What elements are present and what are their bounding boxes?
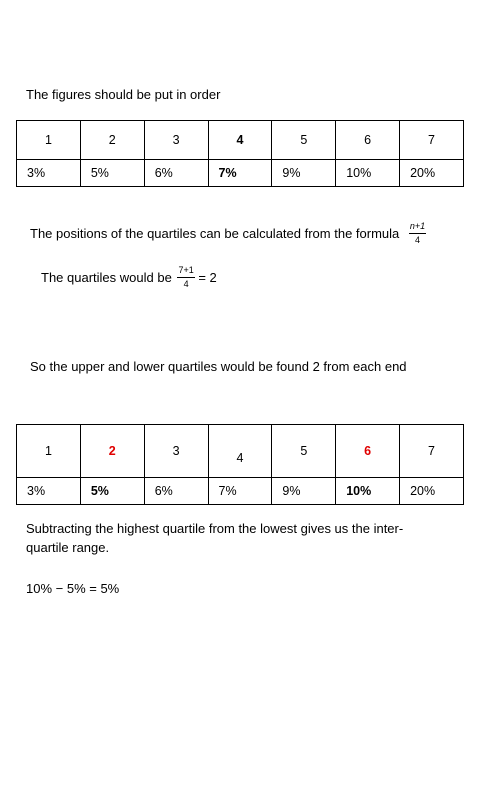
quartile-fraction: 7+1 4 [177,266,195,289]
position-cell-upper-quartile: 6 [335,424,401,478]
iqr-text-line1: Subtracting the highest quartile from th… [26,521,404,536]
value-cell: 20% [399,159,464,187]
iqr-result: 10% − 5% = 5% [26,581,120,596]
table-row: 3% 5% 6% 7% 9% 10% 20% [16,477,464,505]
value-cell-lower-quartile: 5% [79,477,145,505]
formula-line: The positions of the quartiles can be ca… [30,222,427,245]
table-row: 1 2 3 4 5 6 7 [16,424,464,478]
formula-denominator: 4 [415,235,421,245]
quartile-calc-text: The quartiles would be [41,270,172,285]
quartile-denominator: 4 [183,279,189,289]
position-cell: 5 [271,120,337,160]
quartile-table: 1 2 3 4 5 6 7 3% 5% 6% 7% 9% 10% 20% [16,424,464,505]
intro-text: The figures should be put in order [26,87,221,102]
value-cell: 10% [335,159,401,187]
formula-fraction: n+1 4 [408,222,427,245]
value-cell: 6% [143,477,209,505]
position-cell: 6 [335,120,401,160]
value-cell: 3% [16,159,81,187]
table-row: 3% 5% 6% 7% 9% 10% 20% [16,159,464,187]
quartile-numerator: 7+1 [177,266,195,278]
table-row: 1 2 3 4 5 6 7 [16,120,464,160]
position-cell: 4 [207,424,273,478]
position-cell: 7 [399,120,464,160]
value-cell: 3% [16,477,81,505]
value-cell-upper-quartile: 10% [335,477,401,505]
position-cell: 1 [16,424,81,478]
value-cell: 7% [207,477,273,505]
value-cell: 9% [271,477,337,505]
ends-text: So the upper and lower quartiles would b… [30,359,407,374]
quartile-calc-line: The quartiles would be 7+1 4 = 2 [41,266,217,289]
value-cell-median: 7% [207,159,273,187]
value-cell: 5% [79,159,145,187]
position-cell-lower-quartile: 2 [79,424,145,478]
ordered-table: 1 2 3 4 5 6 7 3% 5% 6% 7% 9% 10% 20% [16,120,464,187]
value-cell: 6% [143,159,209,187]
iqr-text-line2: quartile range. [26,540,110,555]
formula-numerator: n+1 [408,222,427,234]
quartile-result: = 2 [198,270,217,285]
position-cell-median: 4 [207,120,273,160]
position-cell: 3 [143,120,209,160]
position-cell: 7 [399,424,464,478]
position-cell: 2 [79,120,145,160]
position-cell: 3 [143,424,209,478]
position-cell: 1 [16,120,81,160]
formula-text: The positions of the quartiles can be ca… [30,226,400,241]
value-cell: 9% [271,159,337,187]
value-cell: 20% [399,477,464,505]
position-cell: 5 [271,424,337,478]
